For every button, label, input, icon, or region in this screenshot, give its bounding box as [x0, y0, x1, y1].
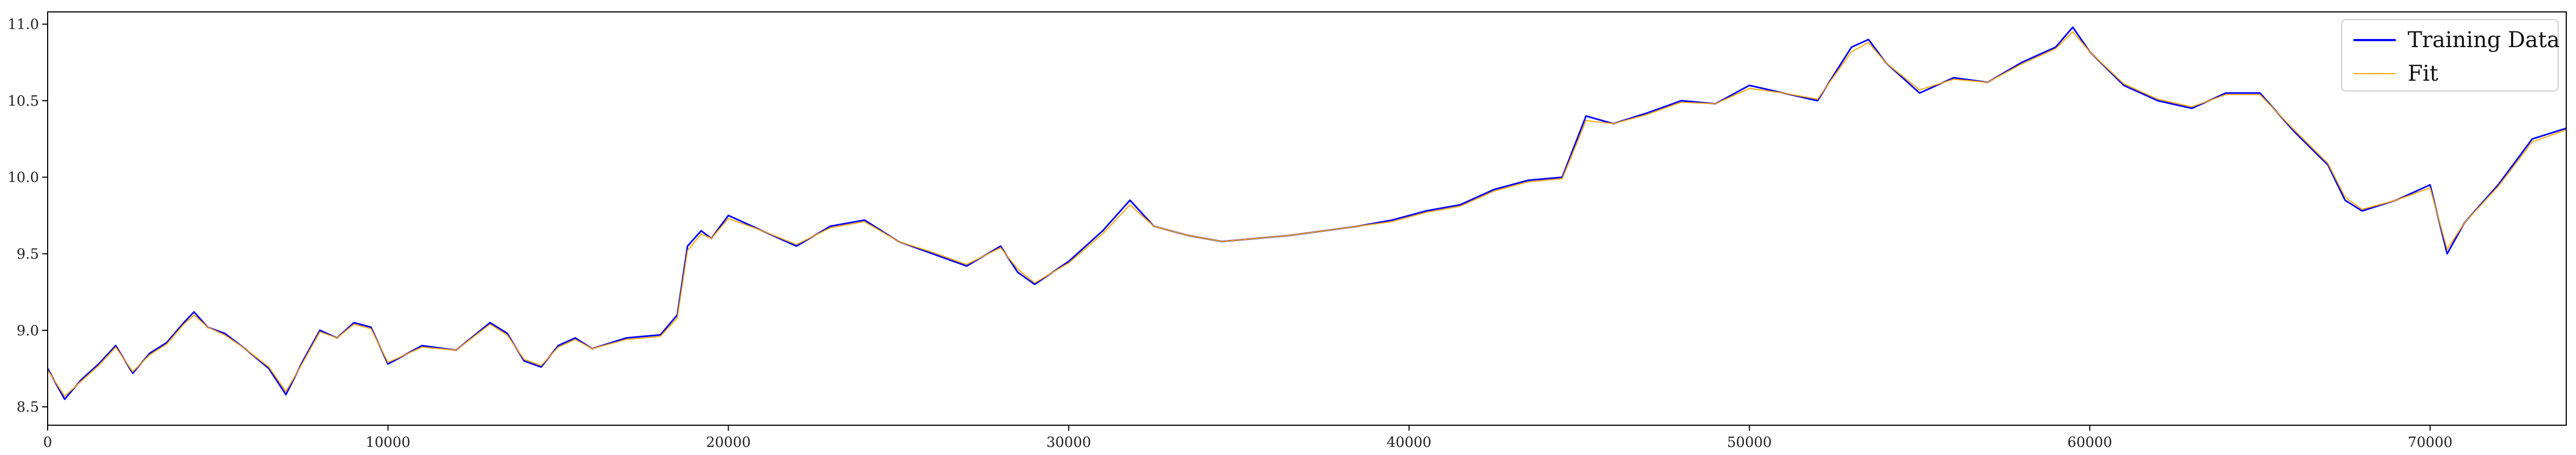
x-tick-label: 0: [43, 434, 53, 451]
x-tick-label: 30000: [1047, 434, 1091, 451]
y-tick-label: 9.0: [17, 323, 39, 339]
y-tick-label: 10.5: [8, 93, 39, 109]
x-tick-label: 50000: [1727, 434, 1772, 451]
x-tick-label: 70000: [2408, 434, 2453, 451]
x-tick-label: 10000: [365, 434, 410, 451]
series-line-training-data: [48, 26, 2566, 400]
series-line-fit: [48, 31, 2566, 397]
legend-label-fit: Fit: [2408, 61, 2438, 86]
y-tick-label: 11.0: [8, 17, 39, 33]
legend-label-training-data: Training Data: [2408, 28, 2560, 53]
plot-frame: [47, 11, 2567, 426]
legend: Training Data Fit: [2341, 19, 2560, 92]
y-tick-label: 8.5: [17, 399, 39, 415]
axes: 0 10000 20000 30000 40000 50000 60000 70000 8.5 9…: [8, 11, 2567, 451]
y-tick-label: 9.5: [17, 246, 39, 262]
x-tick-label: 20000: [706, 434, 751, 451]
x-tick-label: 40000: [1387, 434, 1431, 451]
x-tick-label: 60000: [2068, 434, 2113, 451]
series-layer: [48, 26, 2566, 400]
y-tick-label: 10.0: [8, 170, 39, 186]
